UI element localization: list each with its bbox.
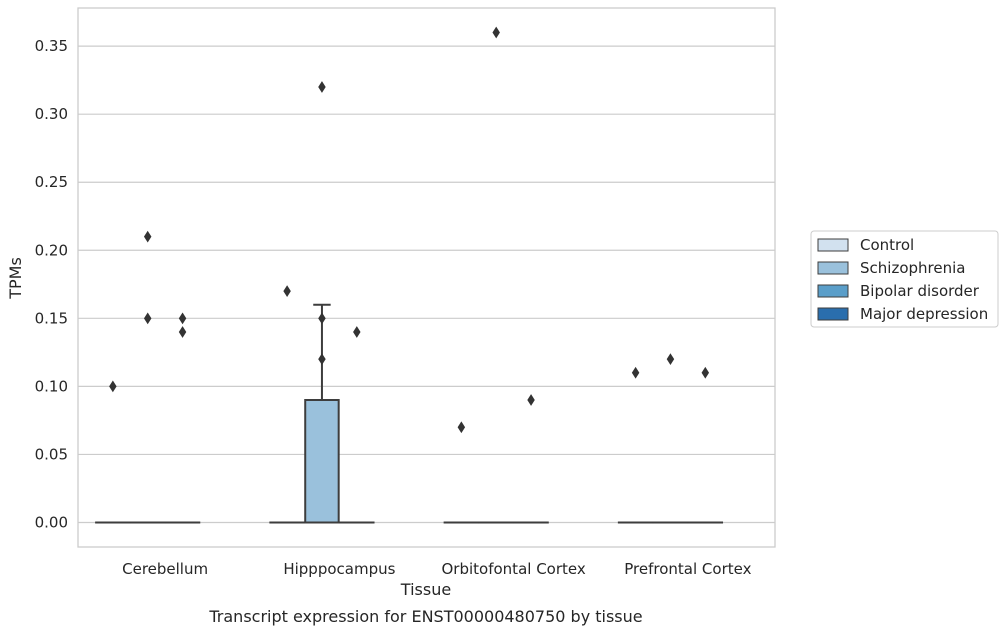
box-body <box>304 399 340 524</box>
y-tick-label: 0.10 <box>35 377 68 395</box>
outlier-point <box>701 366 710 379</box>
chart-caption: Transcript expression for ENST0000048075… <box>208 607 642 626</box>
outlier-point <box>283 285 291 297</box>
outlier-point <box>109 380 117 393</box>
legend-frame <box>810 230 999 328</box>
box <box>304 303 340 524</box>
outlier-point <box>666 353 675 366</box>
outlier-point <box>318 353 326 366</box>
y-tick-label: 0.20 <box>35 241 68 259</box>
plot-background <box>78 8 775 547</box>
y-tick-label: 0.00 <box>35 514 68 532</box>
y-axis-title: TPMs <box>6 257 25 300</box>
y-tick-label: 0.05 <box>35 445 68 463</box>
legend-swatch <box>817 307 849 321</box>
plot-frame <box>77 7 776 548</box>
outlier-point <box>318 312 326 325</box>
box-groups <box>95 303 724 524</box>
y-tick-label: 0.15 <box>35 309 68 327</box>
x-tick-label: Orbitofontal Cortex <box>442 560 586 578</box>
outlier-point <box>318 81 326 93</box>
outlier-point <box>492 26 500 39</box>
legend-label: Major depression <box>860 305 988 323</box>
y-tick-label: 0.25 <box>35 173 68 191</box>
outlier-point <box>143 312 152 325</box>
legend-swatch <box>817 261 849 275</box>
outlier-point <box>527 394 535 406</box>
outlier-point <box>631 366 640 379</box>
x-tick-labels: Cerebellum Hipppocampus Orbitofontal Corte… <box>122 560 751 578</box>
legend-swatch <box>817 284 849 298</box>
legend: Control Schizophrenia Bipolar disorder Majo… <box>810 230 999 328</box>
outlier-point <box>143 230 152 243</box>
legend-label: Control <box>860 236 914 254</box>
x-tick-label: Hipppocampus <box>283 560 395 578</box>
y-tick-label: 0.30 <box>35 105 68 123</box>
outlier-points <box>109 26 710 434</box>
outlier-point <box>178 312 187 325</box>
legend-label: Schizophrenia <box>860 259 965 277</box>
outlier-point <box>353 326 361 338</box>
x-axis-title: Tissue <box>400 580 451 599</box>
x-tick-label: Prefrontal Cortex <box>624 560 751 578</box>
x-tick-label: Cerebellum <box>122 560 208 578</box>
outlier-point <box>457 421 466 434</box>
y-gridlines <box>78 45 775 524</box>
legend-swatch <box>817 238 849 252</box>
legend-label: Bipolar disorder <box>860 282 980 300</box>
y-tick-labels: 0.00 0.05 0.10 0.15 0.20 0.25 0.30 0.35 <box>35 37 68 531</box>
outlier-point <box>178 326 187 338</box>
y-tick-label: 0.35 <box>35 37 68 55</box>
